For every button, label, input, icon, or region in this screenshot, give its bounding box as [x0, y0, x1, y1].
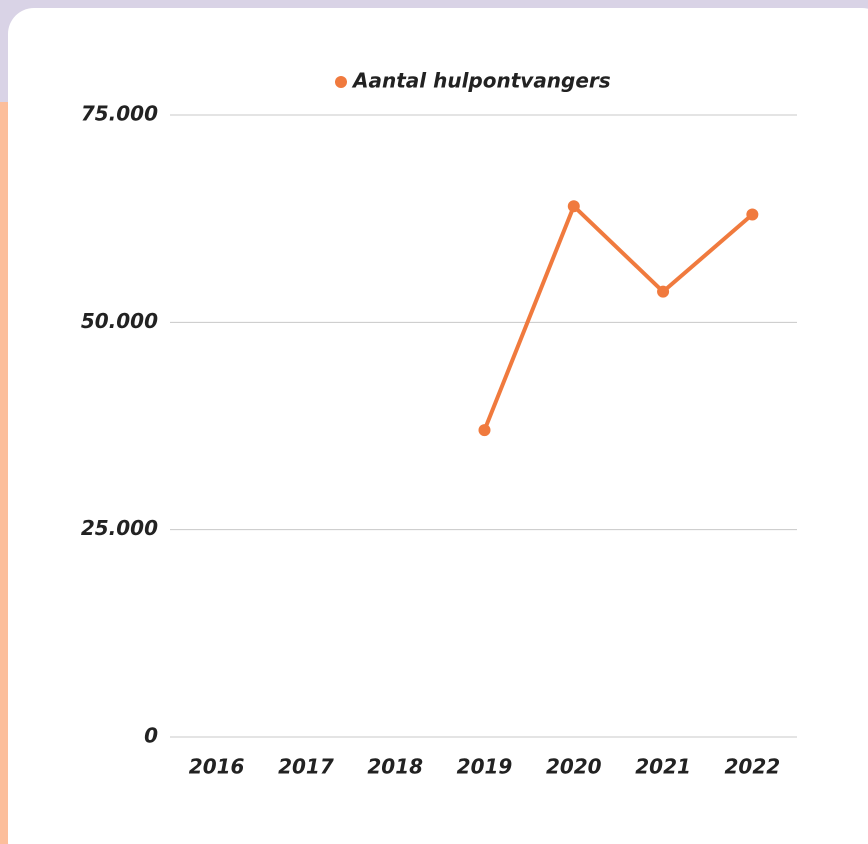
- point: [478, 424, 491, 437]
- line: [482, 204, 754, 431]
- point: [567, 200, 580, 213]
- y-tick-label: 50.000: [81, 309, 158, 333]
- x-tick-label: 2020: [546, 755, 602, 779]
- y-tick-label: 75.000: [81, 102, 158, 126]
- y-tick-label: 25.000: [81, 516, 158, 540]
- point: [746, 208, 759, 221]
- legend-label: Aantal hulpontvangers: [351, 69, 611, 93]
- x-tick-label: 2016: [189, 755, 245, 779]
- y-tick-label: 0: [144, 724, 158, 748]
- x-tick-label: 2018: [367, 755, 423, 779]
- card: [8, 8, 868, 844]
- x-tick-label: 2021: [635, 755, 691, 779]
- x-tick-label: 2019: [457, 755, 513, 779]
- x-tick-label: 2022: [725, 755, 781, 779]
- point: [657, 285, 670, 298]
- x-tick-label: 2017: [278, 755, 334, 779]
- legend-marker: [335, 76, 347, 88]
